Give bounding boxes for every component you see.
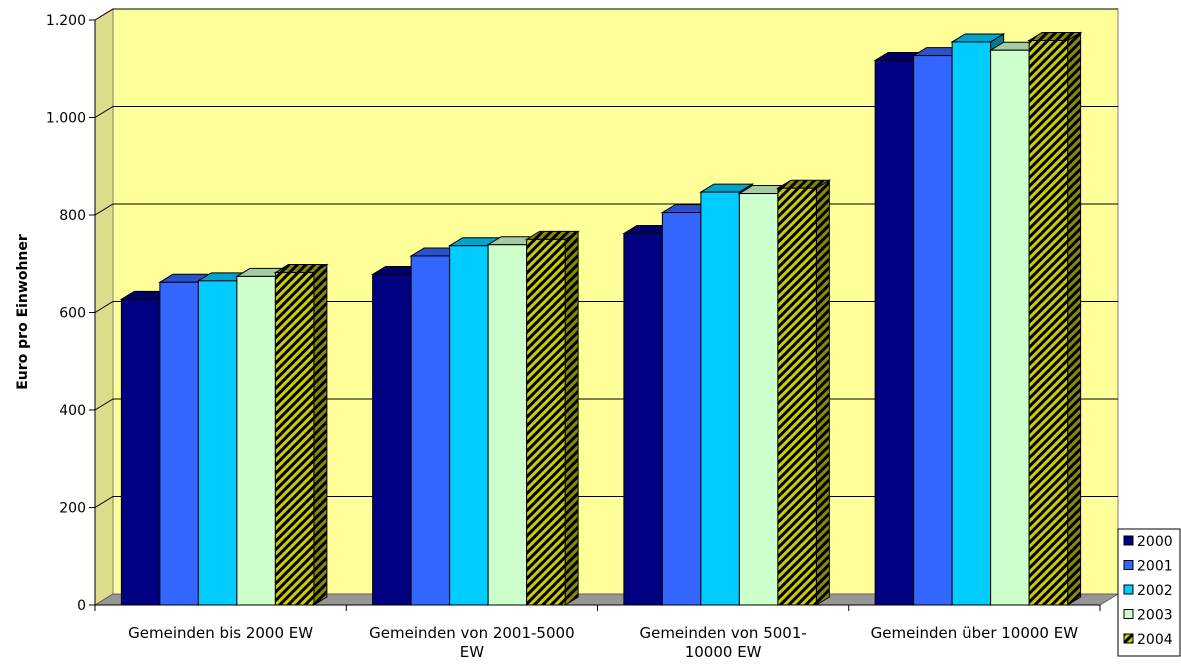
x-category-label: EW xyxy=(460,643,484,661)
y-tick-label: 400 xyxy=(59,403,86,419)
y-tick-label: 0 xyxy=(77,598,86,614)
x-category-label: Gemeinden bis 2000 EW xyxy=(128,624,313,642)
y-tick-label: 200 xyxy=(59,501,86,517)
bar-2004-0 xyxy=(273,263,329,606)
bar-2004-2 xyxy=(776,179,832,606)
legend-swatch-2004 xyxy=(1123,633,1134,644)
legend-swatch-2001 xyxy=(1123,560,1134,570)
legend-label-2004: 2004 xyxy=(1137,632,1173,648)
bar-2004-1 xyxy=(524,230,580,606)
legend-swatch-2000 xyxy=(1123,535,1134,546)
gridline xyxy=(94,8,1118,21)
legend-label-2002: 2002 xyxy=(1137,583,1173,599)
legend-swatch-2003 xyxy=(1123,609,1134,619)
legend-label-2001: 2001 xyxy=(1137,559,1173,575)
y-tick-label: 600 xyxy=(59,306,86,322)
legend-swatch-2002 xyxy=(1123,584,1134,595)
x-category-label: Gemeinden über 10000 EW xyxy=(871,624,1079,642)
y-tick-label: 1.200 xyxy=(46,13,86,29)
y-tick-label: 800 xyxy=(59,208,86,224)
x-category-label: Gemeinden von 5001- xyxy=(639,624,806,642)
y-tick-label: 1.000 xyxy=(46,111,86,127)
bar-2004-3 xyxy=(1027,31,1083,606)
y-axis-title: Euro pro Einwohner xyxy=(15,234,31,390)
legend-label-2003: 2003 xyxy=(1137,608,1173,624)
legend: 2000 2001 2002 2003 2004 xyxy=(1117,528,1181,657)
x-category-label: 10000 EW xyxy=(685,643,762,661)
x-category-label: Gemeinden von 2001-5000 xyxy=(369,624,574,642)
gridline xyxy=(94,106,1118,118)
legend-label-2000: 2000 xyxy=(1137,534,1173,550)
